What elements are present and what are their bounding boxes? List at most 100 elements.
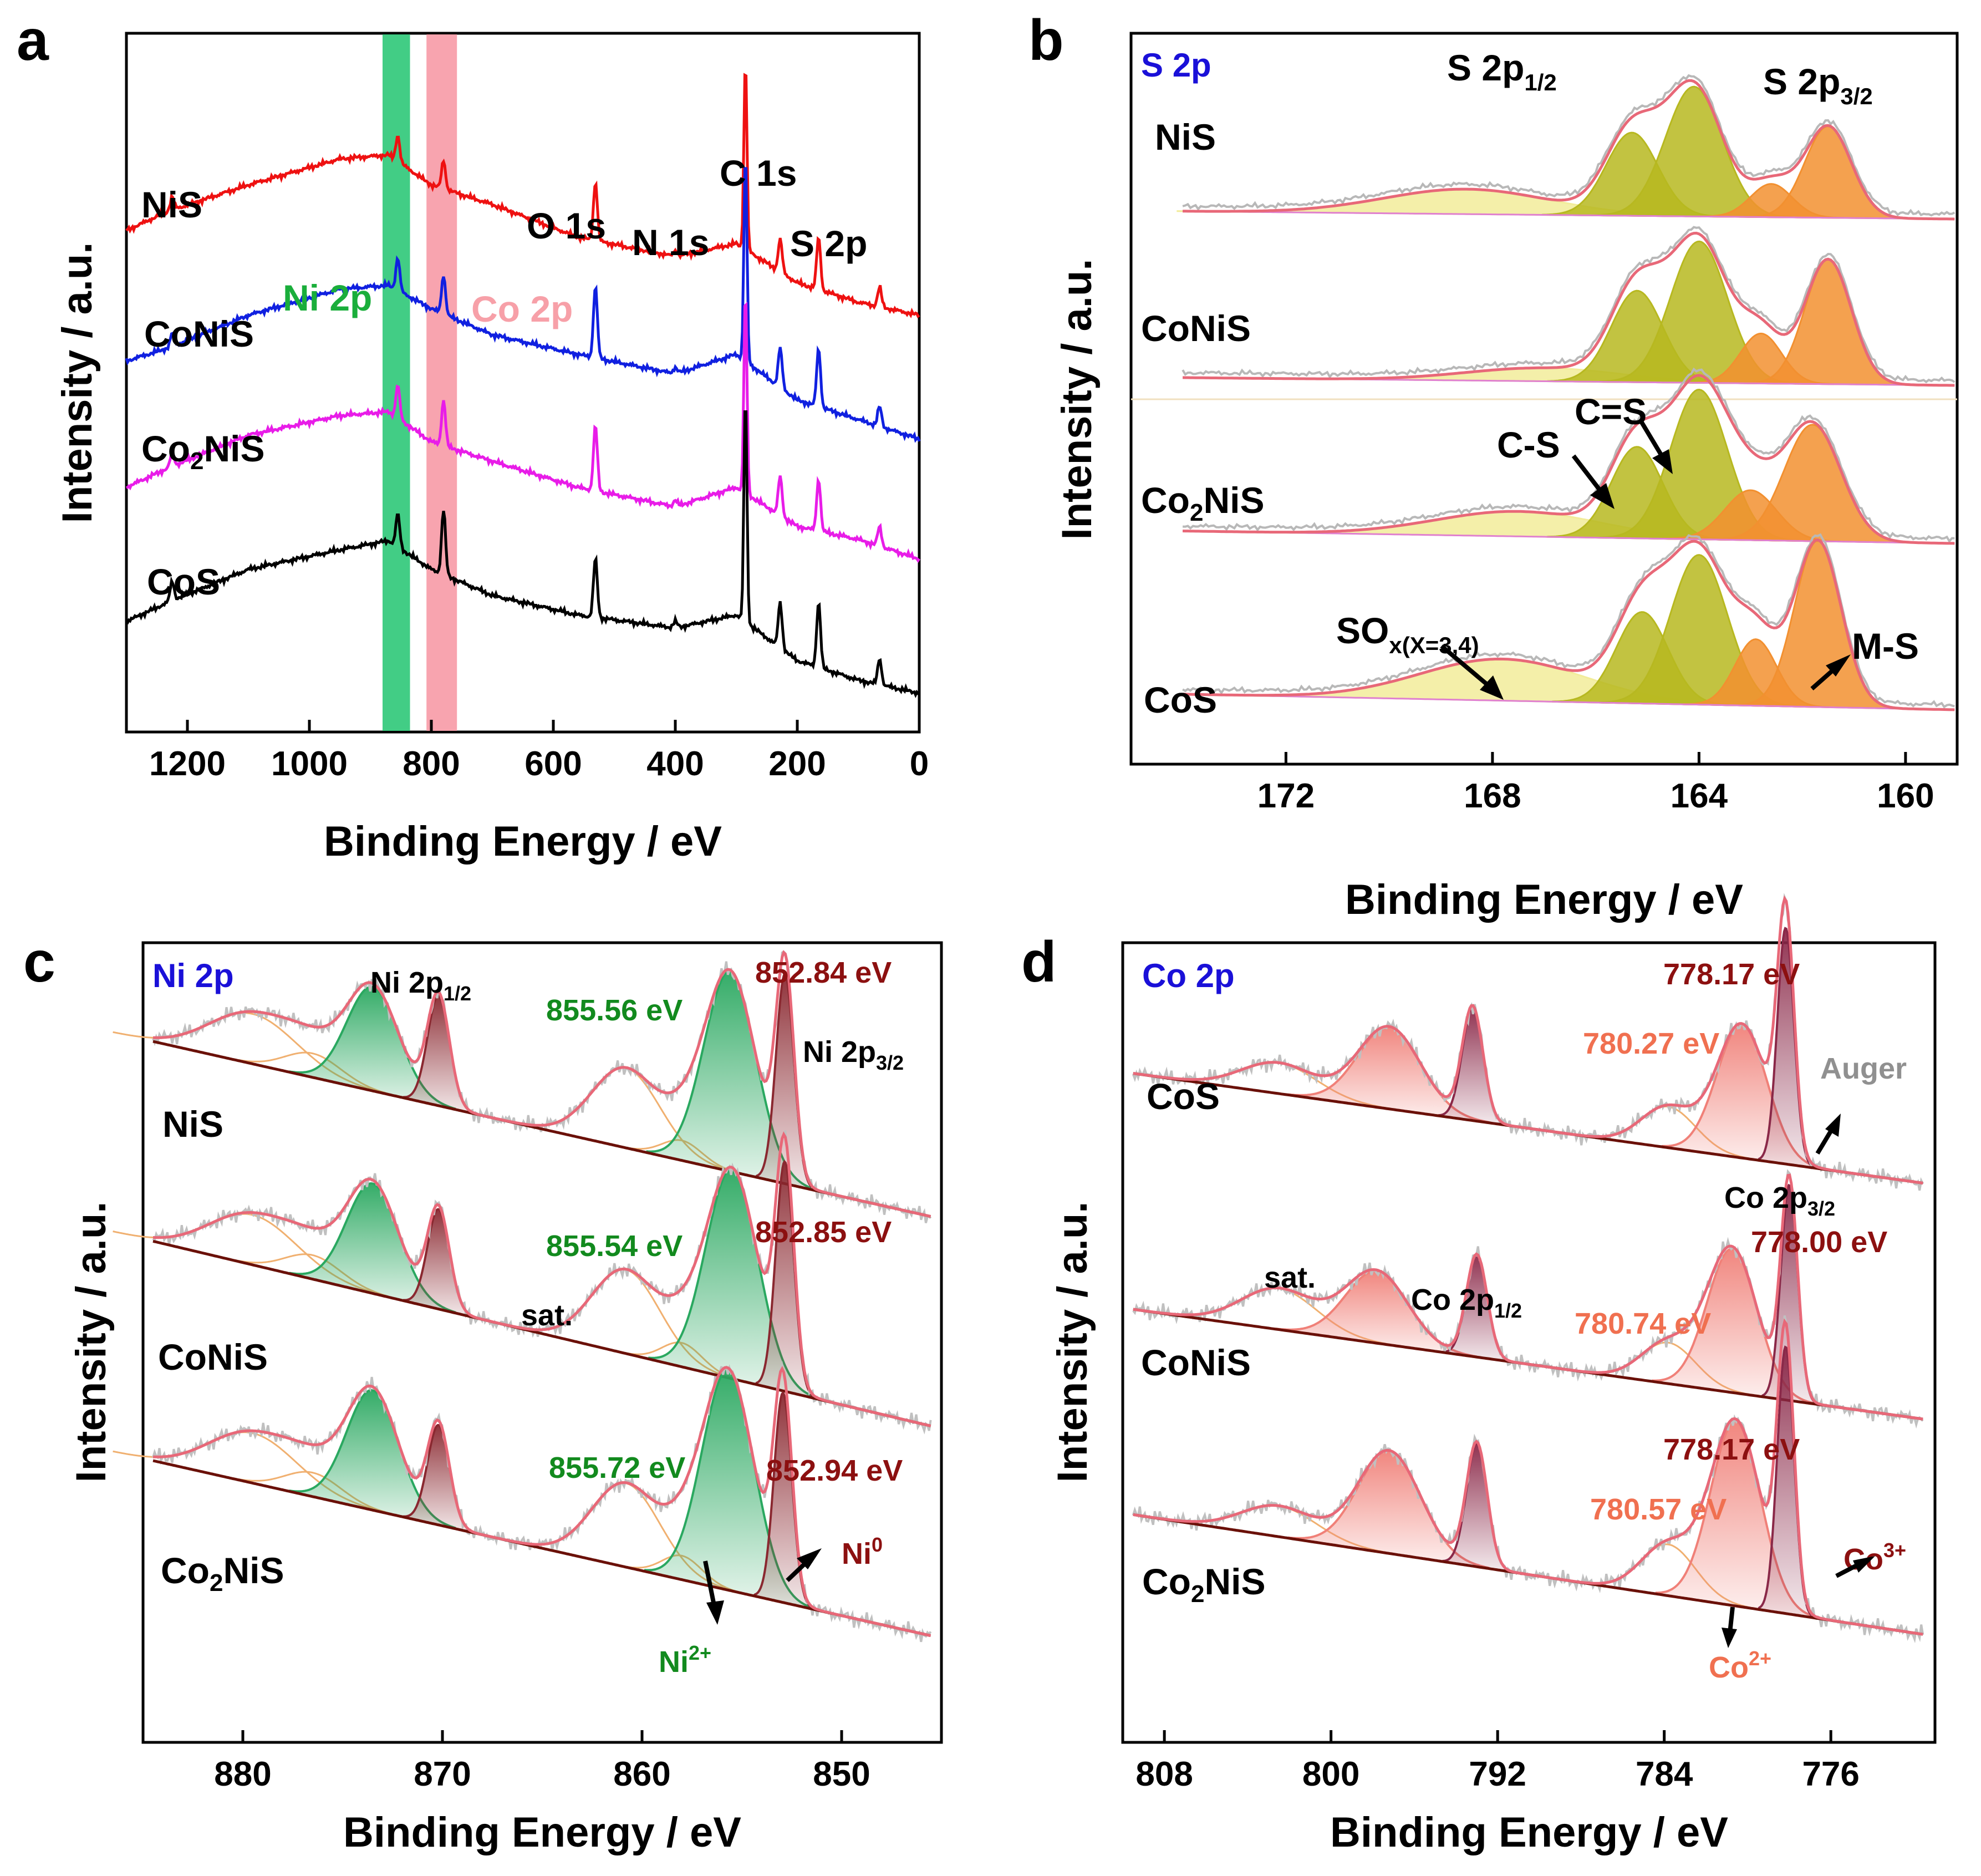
- peak-label-s2p: S 2p: [790, 223, 867, 264]
- annot-c-s: C-S: [1497, 424, 1560, 465]
- chart_data.2-tick-label-860: 860: [613, 1755, 670, 1793]
- co2p-threehalf-sub: 3/2: [1807, 1197, 1835, 1220]
- series-label-d-co2nis: Co2NiS: [1142, 1561, 1266, 1608]
- ni2p-background-nis: [152, 1040, 931, 1218]
- chart_data.1-tick-label-172: 172: [1257, 777, 1315, 815]
- annot-sox-main: SO: [1336, 610, 1389, 651]
- panel-b-arrows: [1440, 420, 1851, 700]
- series-label-a-co2nis: Co2NiS: [141, 428, 265, 475]
- ni2p-threehalf-sub: 3/2: [876, 1051, 904, 1074]
- arrow-ni0-head: [797, 1548, 822, 1569]
- band-co-2p: [426, 34, 457, 731]
- panel-d-xlabel: Binding Energy / eV: [1330, 1809, 1728, 1856]
- panel-c-ni2p: c 880 870 860 850 Ni 2p Ni 2p1/2 Ni 2p3/2 8…: [23, 930, 943, 1856]
- peak-label-s2p-threehalf: S 2p3/2: [1763, 61, 1873, 109]
- arrow-co3plus-head: [1853, 1556, 1875, 1573]
- peak-label-s2p-half: S 2p1/2: [1447, 47, 1557, 95]
- peak-label-o1s: O 1s: [527, 205, 606, 246]
- co-co2nis-778: 778.17 eV: [1663, 1433, 1800, 1466]
- arrow-ni2plus-head: [706, 1600, 724, 1625]
- arrow-auger-head: [1825, 1114, 1841, 1137]
- ni2plus-sup: 2+: [689, 1641, 711, 1664]
- panel-a-survey: a 1200 1000 800 600 400 200 0 NiS CoNiS Co2NiS…: [17, 8, 929, 865]
- ni-sat-label: sat.: [521, 1299, 573, 1332]
- chart_data.2-tick-label-850: 850: [813, 1755, 870, 1793]
- panel-d-spectra: [1132, 893, 1924, 1644]
- panel-d-corner-label: Co 2p: [1142, 957, 1235, 994]
- ni-conis-852: 852.85 eV: [755, 1216, 892, 1249]
- co2p-envelope-cos: [1133, 895, 1923, 1184]
- chart_data.1-tick-label-160: 160: [1877, 777, 1934, 815]
- ni2plus-label: Ni2+: [659, 1641, 711, 1679]
- panel-b-ylabel: Intensity / a.u.: [1053, 259, 1101, 540]
- series-label-d-cos: CoS: [1147, 1076, 1220, 1117]
- annot-sox-sub: x(X=3,4): [1389, 632, 1479, 658]
- ni2plus-main: Ni: [659, 1645, 689, 1679]
- s2p-envelope-nis: [1183, 79, 1955, 221]
- ni2p-raw-conis: [152, 1130, 932, 1435]
- panel-b-s2p: b 172 168 164 160 S 2p S 2p1/2 S 2p3/2 NiS …: [1028, 8, 1959, 923]
- chart_data.2-tick-label-880: 880: [214, 1755, 271, 1793]
- co3plus-sup: 3+: [1883, 1539, 1906, 1562]
- panel-c-xlabel: Binding Energy / eV: [343, 1809, 741, 1856]
- panel-a-ylabel: Intensity / a.u.: [54, 242, 101, 523]
- ni2p-component-nis-3: [401, 994, 475, 1115]
- s2p-raw-conis: [1182, 226, 1955, 384]
- s2p-half-sub: 1/2: [1524, 69, 1556, 95]
- ni2p-raw-nis: [152, 950, 932, 1223]
- chart_data.0-tick-label-800: 800: [403, 745, 460, 783]
- chart_data.0-tick-label-400: 400: [646, 745, 704, 783]
- ni2p-half-main: Ni 2p: [370, 966, 444, 999]
- co2p-envelope-conis: [1133, 1173, 1923, 1421]
- peak-label-ni2p-threehalf: Ni 2p3/2: [803, 1035, 904, 1074]
- co2plus-sup: 2+: [1749, 1647, 1771, 1670]
- ni2p-envelope-co2nis: [152, 1366, 931, 1638]
- ni0-sup: 0: [872, 1533, 883, 1556]
- ni2p-component-conis-7: [754, 1160, 816, 1399]
- panel-c-arrows: [703, 1548, 822, 1625]
- s2p-raw-nis: [1182, 74, 1955, 217]
- chart_data.0-tick-label-1200: 1200: [149, 745, 226, 783]
- s2p-envelope-co2nis: [1183, 374, 1955, 545]
- ni2p-raw-co2nis: [152, 1361, 932, 1643]
- series-label-b-cos: CoS: [1144, 679, 1217, 720]
- ni-conis-855: 855.54 eV: [546, 1229, 683, 1263]
- panel-d-arrows: [1722, 1114, 1875, 1648]
- panel-a-bands: [383, 34, 457, 731]
- arrow-m-s-head: [1826, 654, 1851, 677]
- s2p-threehalf-sub: 3/2: [1840, 83, 1872, 109]
- panel-b-corner-label: S 2p: [1141, 47, 1211, 84]
- chart_data.3-tick-label-784: 784: [1636, 1755, 1693, 1793]
- series-label-a-cos: CoS: [147, 561, 220, 602]
- panel-a-x-ticks: 1200 1000 800 600 400 200 0: [149, 720, 929, 783]
- s2p-half-main: S 2p: [1447, 47, 1524, 88]
- co2p-half-main: Co 2p: [1411, 1283, 1494, 1316]
- co-auger-label: Auger: [1820, 1052, 1907, 1085]
- chart_data.3-tick-label-776: 776: [1802, 1755, 1859, 1793]
- panel-d-frame: [1121, 941, 1937, 1744]
- ni2p-envelope-nis: [152, 950, 931, 1218]
- series-label-b-co2nis: Co2NiS: [1141, 480, 1265, 526]
- co2p-component-co2nis-2: [1442, 1442, 1511, 1573]
- series-label-c-conis: CoNiS: [158, 1336, 268, 1377]
- chart_data.0-tick-label-600: 600: [524, 745, 582, 783]
- ni2p-background-conis: [152, 1239, 931, 1427]
- arrow-sox-head: [1480, 675, 1504, 700]
- ni0-main: Ni: [842, 1537, 872, 1570]
- panel-a-xlabel: Binding Energy / eV: [324, 818, 722, 865]
- annot-sox: SOx(X=3,4): [1336, 610, 1479, 658]
- peak-label-co2p-threehalf: Co 2p3/2: [1724, 1181, 1835, 1220]
- panel-c-letter: c: [23, 930, 55, 994]
- peak-label-n1s: N 1s: [632, 222, 709, 263]
- co-conis-778: 778.00 eV: [1751, 1226, 1887, 1259]
- peak-label-ni2p-half: Ni 2p1/2: [370, 966, 471, 1005]
- co-conis-780: 780.74 eV: [1575, 1307, 1711, 1340]
- ni2p-component-co2nis-7: [752, 1391, 814, 1610]
- panel-d-letter: d: [1021, 930, 1057, 994]
- s2p-envelope-conis: [1183, 231, 1955, 387]
- survey-line-co2nis: [125, 302, 921, 563]
- panel-c-frame: [141, 941, 943, 1744]
- arrow-sox: [1440, 644, 1496, 693]
- annot-m-s: M-S: [1852, 626, 1919, 667]
- co2p-component-cos-2: [1438, 1006, 1506, 1126]
